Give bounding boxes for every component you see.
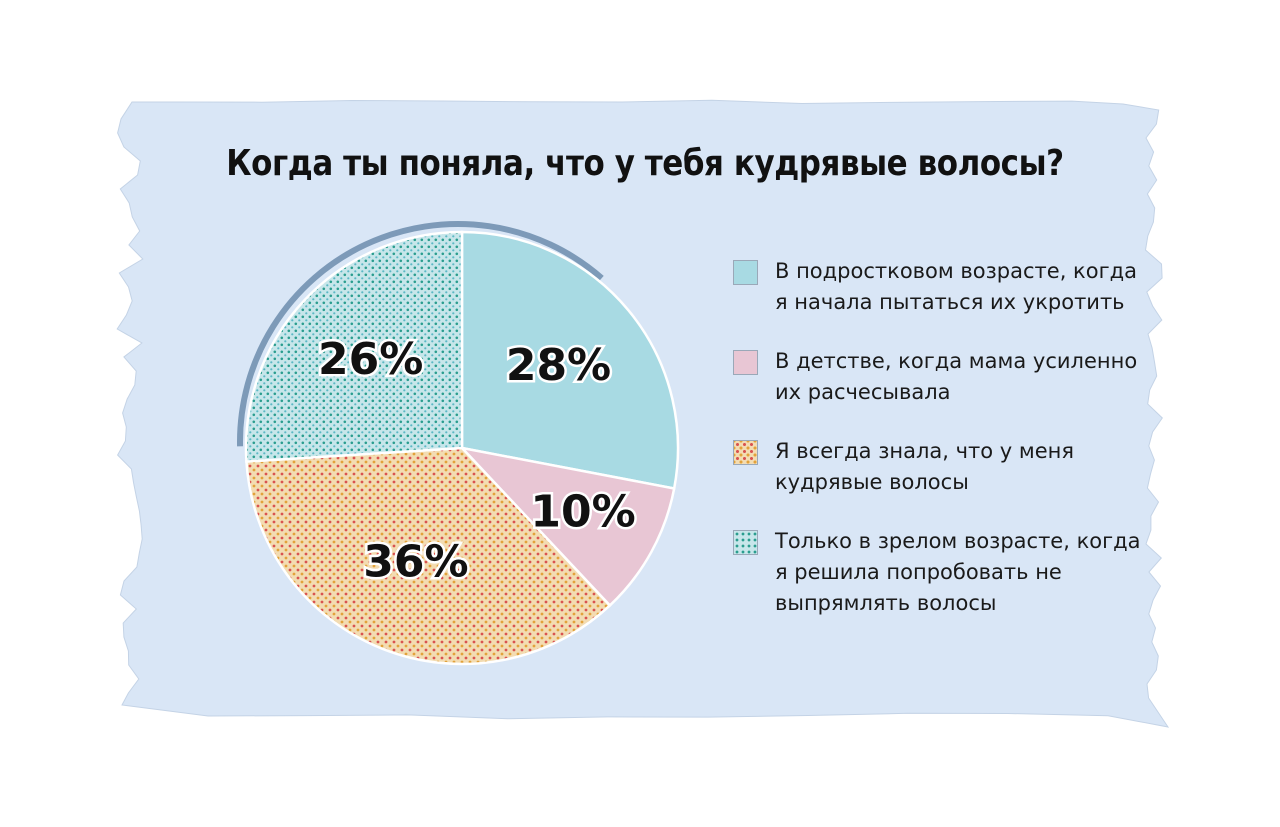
- pie-slice-teen: [460, 230, 680, 490]
- legend-label-teen: В подростковом возрасте, когда я начала …: [775, 259, 1138, 314]
- legend-item-childhood: В детстве, когда мама усиленно их расчес…: [733, 346, 1163, 408]
- pie-rim-arc: [237, 221, 604, 447]
- pie-value-label-always: 36%: [363, 537, 468, 588]
- legend-label-childhood: В детстве, когда мама усиленно их расчес…: [775, 349, 1138, 404]
- legend-swatch-teen: [733, 260, 758, 285]
- legend: В подростковом возрасте, когда я начала …: [733, 256, 1163, 647]
- legend-item-always: Я всегда знала, что у меня кудрявые воло…: [733, 436, 1163, 498]
- legend-swatch-childhood: [733, 350, 758, 375]
- legend-item-mature: Только в зрелом возрасте, когда я решила…: [733, 526, 1163, 619]
- pie-value-label-teen: 28%: [506, 340, 611, 391]
- legend-swatch-mature: [733, 530, 758, 555]
- chart-title: Когда ты поняла, что у тебя кудрявые вол…: [226, 143, 1064, 184]
- pie-slices: [244, 230, 680, 666]
- pie-slice-always: [245, 446, 612, 666]
- legend-label-always: Я всегда знала, что у меня кудрявые воло…: [775, 439, 1075, 494]
- legend-swatch-always: [733, 440, 758, 465]
- legend-item-teen: В подростковом возрасте, когда я начала …: [733, 256, 1163, 318]
- pie-slice-mature: [244, 230, 464, 463]
- legend-label-mature: Только в зрелом возрасте, когда я решила…: [775, 529, 1141, 615]
- pie-value-labels: 28% 10% 36% 26%: [316, 332, 639, 590]
- pie-value-label-childhood: 10%: [530, 487, 635, 538]
- pie-slice-childhood: [458, 446, 676, 608]
- pie-value-label-mature: 26%: [318, 334, 423, 385]
